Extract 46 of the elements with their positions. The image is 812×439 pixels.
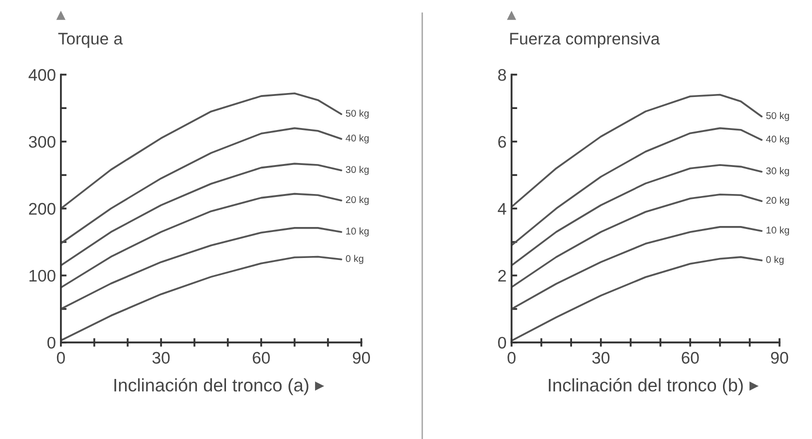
y-tick-label: 300 — [28, 136, 56, 148]
series-label: 40 kg — [766, 135, 789, 144]
y-axis-title: Torque a — [58, 32, 123, 48]
line-series — [512, 194, 763, 288]
line-series — [60, 192, 342, 288]
series-label: 10 kg — [766, 226, 789, 236]
line-series — [512, 164, 763, 266]
line-series — [60, 162, 342, 266]
series-label: 30 kg — [766, 167, 789, 176]
line-series — [60, 92, 342, 210]
line-series — [512, 127, 763, 246]
series-label: 10 kg — [346, 227, 369, 236]
x-tick-label: 0 — [56, 352, 65, 364]
series-label: 0 kg — [346, 254, 364, 264]
series-label: 50 kg — [346, 110, 369, 119]
y-tick-label: 0 — [47, 336, 56, 349]
x-axis-title: Inclinación del tronco (b) — [548, 378, 743, 396]
line-series — [512, 256, 763, 342]
y-axis-title: Fuerza comprensiva — [510, 32, 660, 48]
y-tick-label: 4 — [498, 203, 506, 215]
y-tick-label: 2 — [498, 270, 506, 282]
x-tick-label: 90 — [352, 352, 370, 364]
series-label: 0 kg — [766, 256, 784, 265]
series-label: 30 kg — [346, 166, 369, 175]
x-tick-label: 30 — [152, 352, 170, 364]
series-label: 50 kg — [766, 112, 789, 122]
x-axis-title: Inclinación del tronco (a) — [114, 378, 308, 396]
line-series — [512, 226, 763, 310]
y-tick-label: 8 — [498, 69, 506, 81]
line-series — [60, 227, 342, 310]
line-series — [60, 256, 342, 342]
x-tick-label: 30 — [592, 352, 610, 364]
y-tick-label: 200 — [29, 202, 56, 215]
line-series — [60, 127, 342, 244]
series-label: 40 kg — [346, 134, 369, 144]
x-tick-label: 60 — [682, 352, 699, 364]
y-tick-label: 400 — [28, 69, 56, 81]
x-tick-label: 60 — [252, 352, 270, 364]
series-label: 20 kg — [766, 196, 789, 206]
y-tick-label: 100 — [30, 270, 56, 282]
y-tick-label: 6 — [498, 136, 506, 148]
series-label: 20 kg — [346, 196, 369, 206]
x-tick-label: 90 — [771, 352, 788, 364]
y-tick-label: 0 — [498, 336, 506, 349]
line-series — [512, 94, 763, 208]
x-tick-label: 0 — [508, 352, 516, 364]
